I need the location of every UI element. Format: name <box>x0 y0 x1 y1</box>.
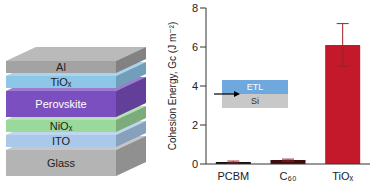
svg-text:Perovskite: Perovskite <box>35 98 86 110</box>
svg-text:NiOₓ: NiOₓ <box>50 120 73 132</box>
svg-text:Glass: Glass <box>47 157 76 169</box>
svg-text:4: 4 <box>192 80 198 92</box>
svg-text:Cohesion Energy, Gc (J m⁻²): Cohesion Energy, Gc (J m⁻²) <box>167 22 178 150</box>
svg-text:0: 0 <box>192 158 198 170</box>
svg-text:TiOₓ: TiOₓ <box>51 76 72 88</box>
svg-text:Al: Al <box>56 61 66 73</box>
svg-text:8: 8 <box>192 2 198 14</box>
svg-text:C₆₀: C₆₀ <box>280 170 297 182</box>
svg-text:ITO: ITO <box>52 135 71 147</box>
svg-text:2: 2 <box>192 119 198 131</box>
svg-text:PCBM: PCBM <box>217 170 249 182</box>
svg-text:TiOₓ: TiOₓ <box>332 170 353 182</box>
svg-text:6: 6 <box>192 41 198 53</box>
html-text:Si: Si <box>251 96 259 106</box>
html-text:ETL: ETL <box>246 82 264 92</box>
